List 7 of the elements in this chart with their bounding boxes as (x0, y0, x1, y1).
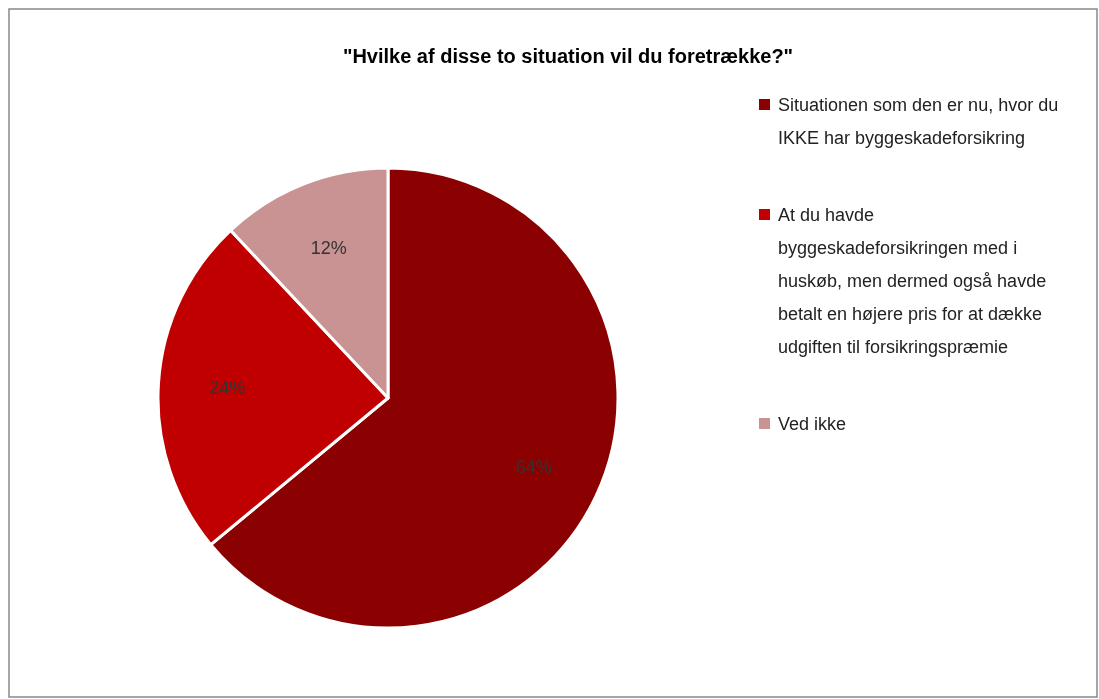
data-label: 64% (515, 456, 552, 477)
data-label: 24% (209, 377, 246, 398)
chart-title: "Hvilke af disse to situation vil du foretrække?" (342, 45, 794, 67)
data-label: 12% (310, 238, 347, 259)
legend-label: At du havde byggeskadeforsikringen med i huskøb, men dermed også havde betalt en højere pris for at dække udgiften til forsikringspræmie (778, 205, 1047, 357)
legend-label: Ved ikke (778, 414, 847, 434)
legend-label: Situationen som den er nu, hvor du IKKE har byggeskadeforsikring (778, 95, 1059, 148)
